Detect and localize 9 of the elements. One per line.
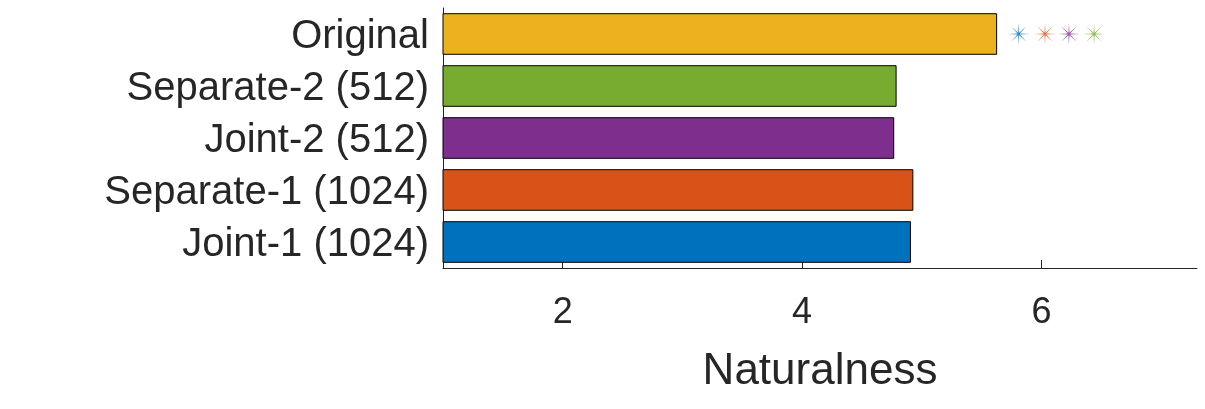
y-tick-label: Separate-2 (512)	[126, 64, 429, 108]
y-tick-label: Joint-2 (512)	[204, 116, 429, 160]
x-tick-label: 2	[552, 289, 573, 331]
x-axis-title: Naturalness	[702, 343, 938, 393]
y-tick-label: Joint-1 (1024)	[182, 220, 429, 264]
y-tick-label: Separate-1 (1024)	[104, 168, 429, 212]
x-tick-label: 4	[792, 289, 813, 331]
y-tick-label: Original	[291, 12, 429, 56]
x-tick-label: 6	[1031, 289, 1052, 331]
